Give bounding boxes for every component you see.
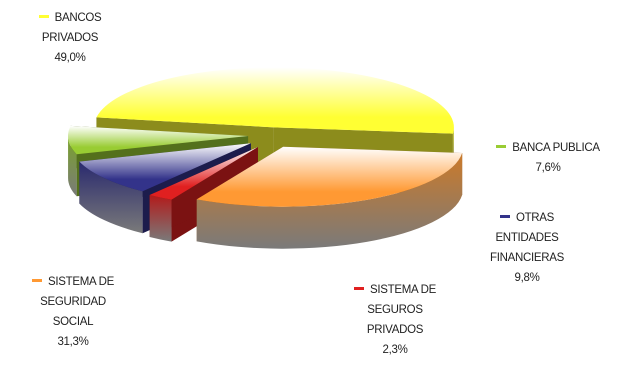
legend-name-seguros-privados: SISTEMA DE SEGUROS PRIVADOS — [366, 284, 437, 336]
legend-swatch-seguridad-social — [31, 279, 42, 283]
legend-value-otras-entidades: 9,8% — [514, 272, 540, 284]
legend-label-banca-publica: BANCA PUBLICA 7,6% — [483, 138, 613, 178]
legend-value-seguros-privados: 2,3% — [382, 344, 408, 356]
legend-name-seguridad-social: SISTEMA DE SEGURIDAD SOCIAL — [40, 276, 115, 328]
legend-swatch-otras-entidades — [499, 215, 510, 219]
legend-value-seguridad-social: 31,3% — [57, 336, 89, 348]
legend-name-otras-entidades: OTRAS ENTIDADES FINANCIERAS — [489, 212, 565, 264]
legend-label-bancos-privados: BANCOS PRIVADOS 49,0% — [10, 8, 130, 68]
legend-value-bancos-privados: 49,0% — [54, 52, 86, 64]
legend-name-bancos-privados: BANCOS PRIVADOS — [41, 12, 102, 44]
pie-slice-4 — [196, 146, 463, 207]
legend-label-seguros-privados: SISTEMA DE SEGUROS PRIVADOS 2,3% — [335, 280, 455, 360]
pie-slice-0 — [96, 67, 454, 134]
legend-name-banca-publica: BANCA PUBLICA — [512, 142, 600, 154]
pie-slice-2 — [79, 143, 251, 192]
legend-value-banca-publica: 7,6% — [535, 162, 561, 174]
pie-slice-3 — [149, 147, 258, 200]
legend-label-seguridad-social: SISTEMA DE SEGURIDAD SOCIAL 31,3% — [18, 272, 128, 352]
legend-swatch-bancos-privados — [38, 15, 49, 19]
legend-label-otras-entidades: OTRAS ENTIDADES FINANCIERAS 9,8% — [462, 208, 592, 288]
pie-slice-1 — [68, 125, 249, 155]
legend-swatch-banca-publica — [496, 145, 507, 149]
legend-swatch-seguros-privados — [353, 287, 364, 291]
